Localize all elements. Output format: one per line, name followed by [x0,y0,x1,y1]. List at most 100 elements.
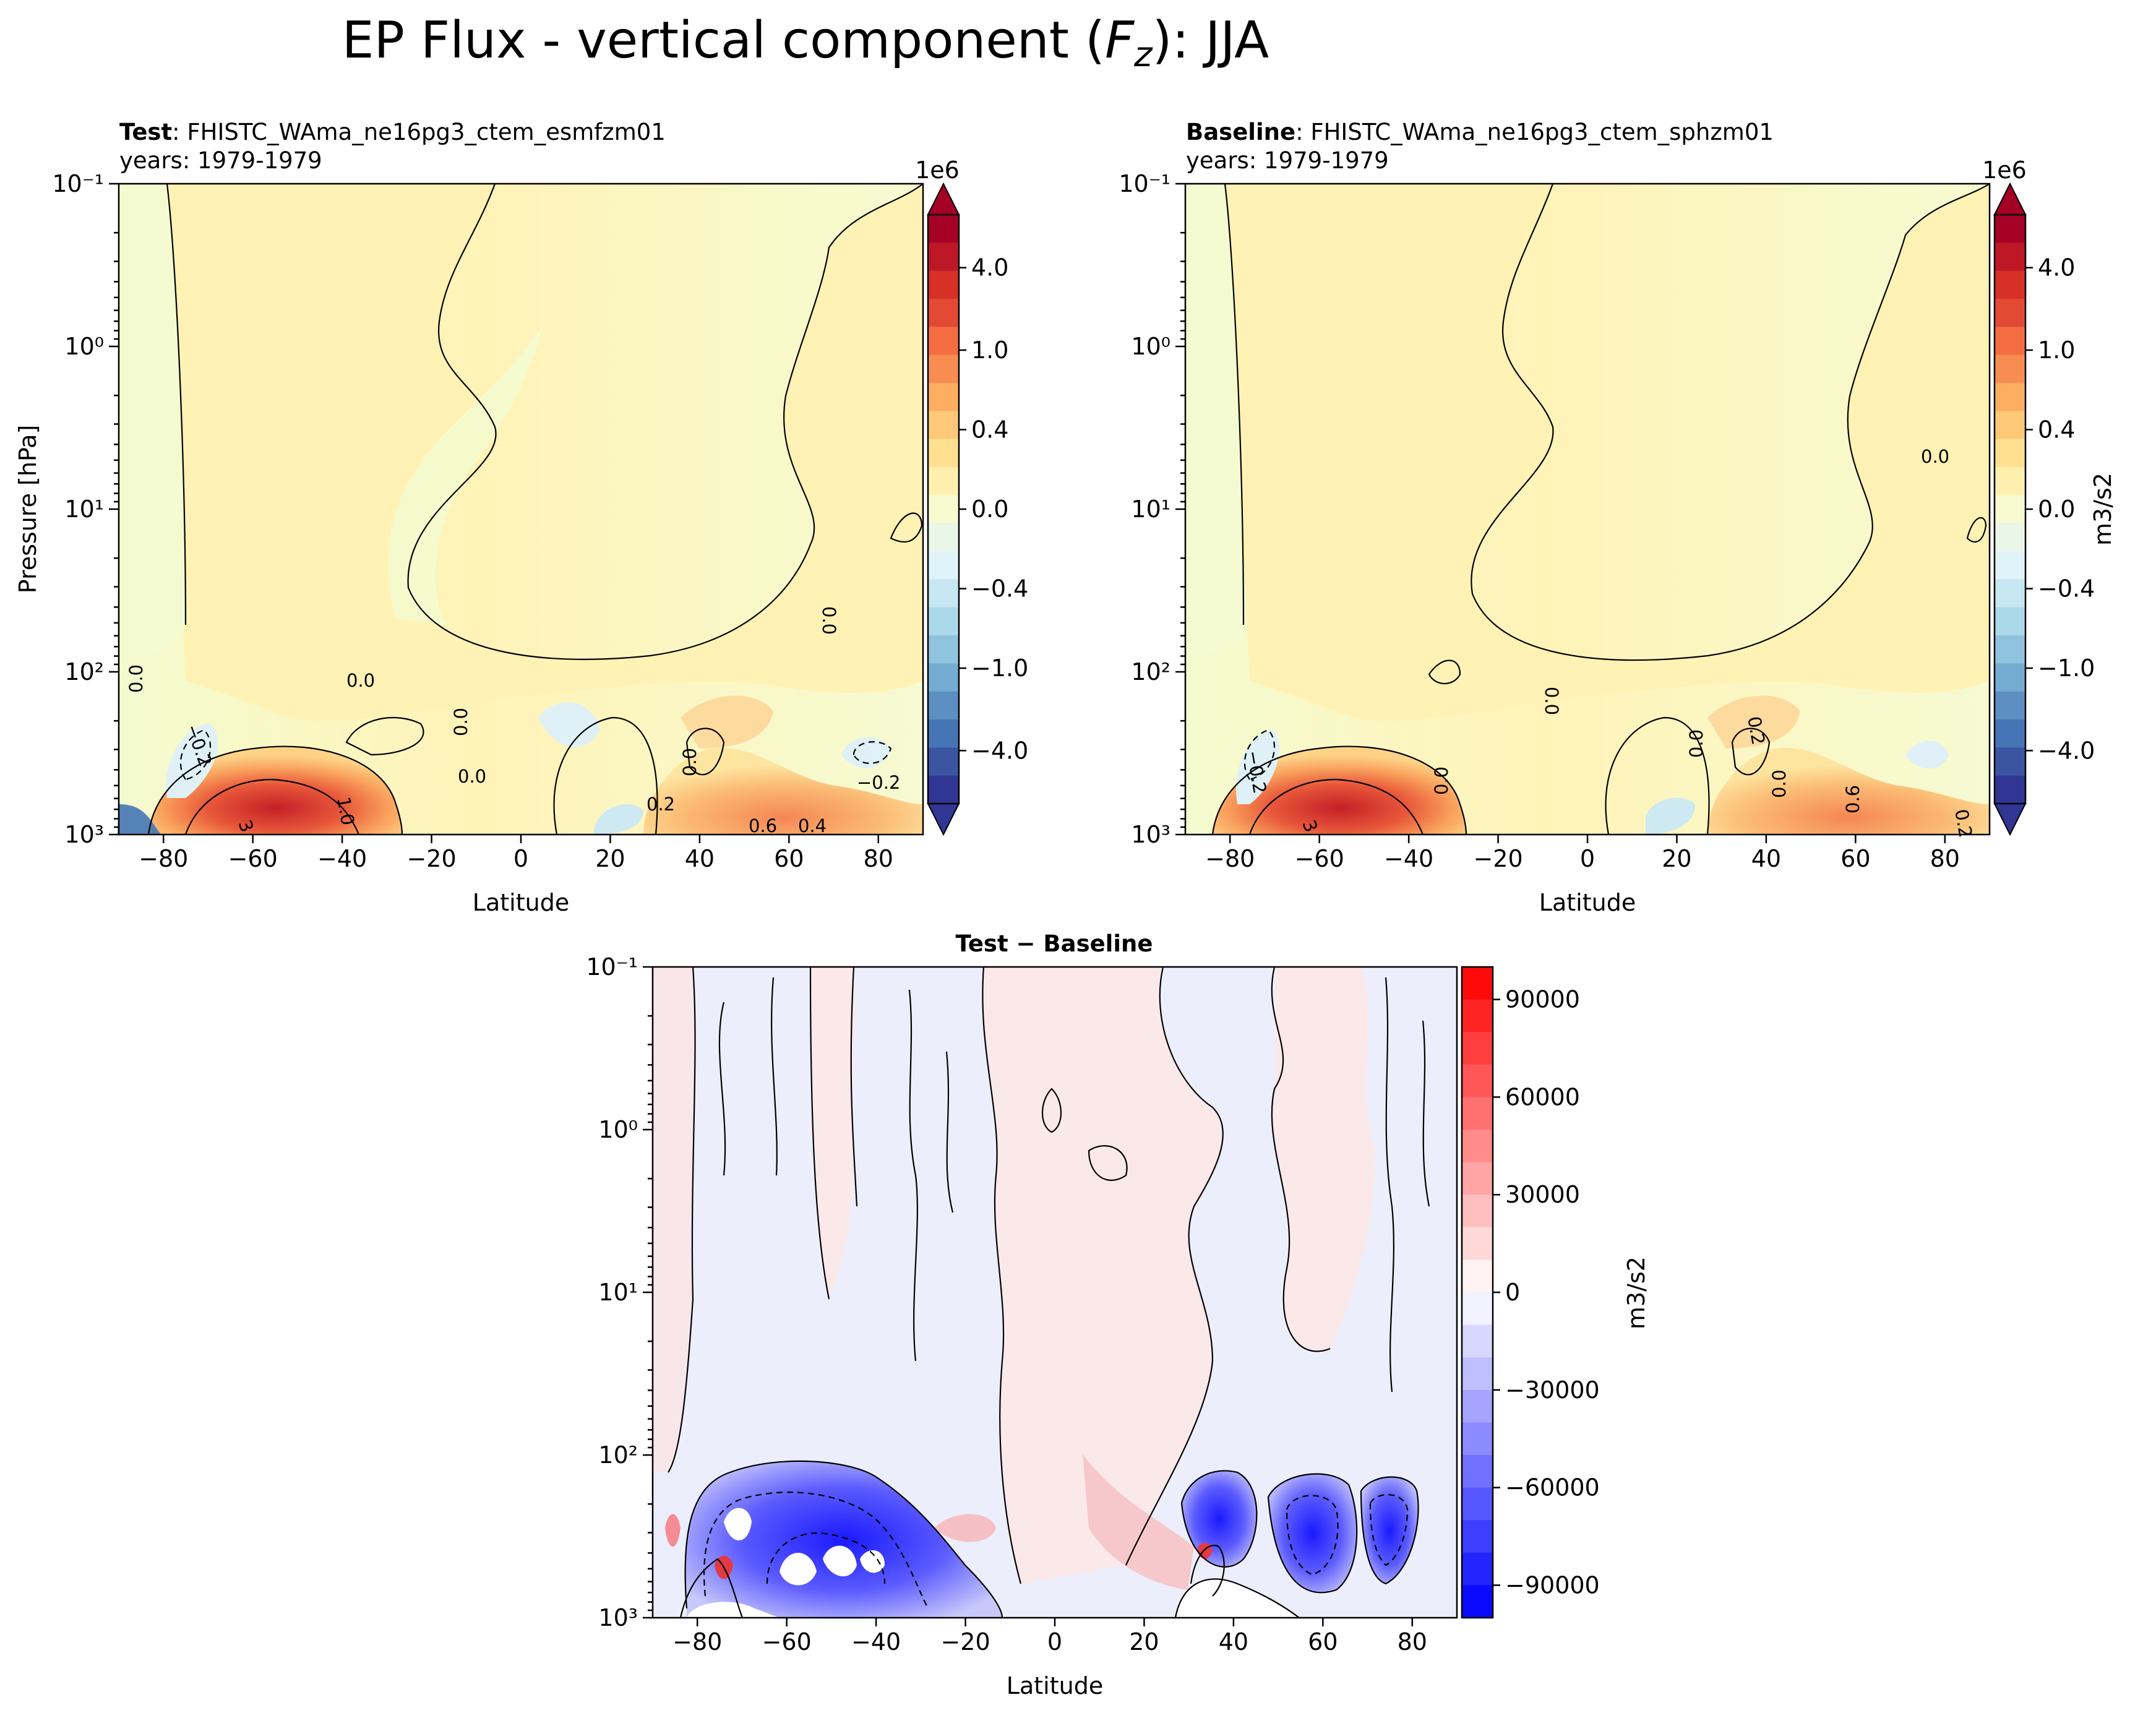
difference-xtick-label: 20 [1129,1628,1159,1655]
baseline-ytick-label: 10⁻¹ [1119,170,1170,197]
difference-xtick-label: −40 [851,1628,901,1655]
test-colorbar-segment [928,775,959,804]
test-colorbar-segment [928,523,959,552]
test-xtick-label: 40 [685,845,715,872]
contour-label: 0.0 [1541,687,1562,715]
test-colorbar-segment [928,411,959,440]
test-colorbar-label: 0.4 [971,416,1008,443]
baseline-panel-years: years: 1979-1979 [1186,147,1389,174]
test-colorbar-segment [928,354,959,384]
difference-colorbar-segment [1462,999,1493,1033]
baseline-colorbar-label: −4.0 [2038,737,2095,764]
difference-xtick-label: 60 [1308,1628,1338,1655]
difference-xtick-label: −60 [762,1628,812,1655]
baseline-colorbar-extend-top [1993,182,2027,215]
baseline-colorbar-segment [1995,607,2025,636]
difference-colorbar-label: 0 [1505,1279,1520,1306]
test-colorbar-segment [928,719,959,748]
test-colorbar-segment [928,270,959,299]
test-colorbar-label: −1.0 [971,655,1028,682]
test-colorbar-label: 1.0 [971,337,1008,364]
test-xtick-label: −40 [317,845,367,872]
baseline-xlabel: Latitude [1539,889,1636,916]
test-xtick-label: 80 [864,845,893,872]
baseline-colorbar-segment [1995,215,2025,243]
test-ytick-label: 10¹ [64,496,104,523]
baseline-xtick-label: −20 [1473,845,1523,872]
test-colorbar-segment [928,635,959,664]
baseline-field: 0.0 0.0 0.0 0.0 0.0 −0.2 0.2 3 0.6 0.2 [1185,183,1990,839]
difference-colorbar-label: 60000 [1505,1083,1580,1110]
figure-title: EP Flux - vertical component (Fz): JJA [342,11,1269,75]
baseline-colorbar-segment [1995,635,2025,664]
difference-colorbar-segment [1462,1227,1493,1260]
baseline-colorbar-label: 4.0 [2038,254,2075,281]
difference-colorbar-segment [1462,1195,1493,1228]
difference-colorbar-segment [1462,1487,1493,1521]
difference-colorbar-segment [1462,1130,1493,1163]
baseline-ytick-label: 10¹ [1131,496,1170,523]
difference-colorbar-segment [1462,1422,1493,1456]
contour-label: 0.6 [1842,785,1863,814]
baseline-ytick-label: 10³ [1131,821,1170,848]
baseline-xtick-label: 80 [1930,845,1960,872]
test-colorbar-segment [928,691,959,720]
test-xaxis: −80 −60 −40 −20 0 20 40 60 80 [139,835,893,872]
baseline-colorbar-segment [1995,551,2025,580]
difference-xtick-label: −80 [672,1628,722,1655]
baseline-colorbar-segment [1995,579,2025,608]
difference-xtick-label: 0 [1047,1628,1062,1655]
baseline-colorbar-segment [1995,439,2025,468]
baseline-panel: Baseline: FHISTC_WAma_ne16pg3_ctem_sphzm… [1119,119,2116,916]
test-colorbar-segment [928,747,959,776]
contour-label: 0.2 [646,794,675,815]
difference-ytick-label: 10¹ [598,1279,638,1306]
difference-xtick-label: 40 [1219,1628,1248,1655]
test-colorbar-segment [928,383,959,411]
difference-colorbar-segment [1462,1260,1493,1293]
baseline-xtick-label: 40 [1751,845,1781,872]
test-panel-years: years: 1979-1979 [119,147,322,174]
difference-yaxis: 10⁻¹ 10⁰ 10¹ 10² 10³ [586,953,653,1631]
baseline-colorbar-segment [1995,663,2025,692]
difference-colorbar-segment [1462,1064,1493,1097]
test-colorbar-segment [928,243,959,272]
baseline-colorbar-extend-bottom [1993,803,2027,836]
baseline-colorbar-segment [1995,467,2025,496]
baseline-colorbar-segment [1995,299,2025,327]
test-colorbar-segment [928,579,959,608]
test-xtick-label: −80 [139,845,188,872]
baseline-colorbar-segment [1995,354,2025,384]
difference-colorbar-segment [1462,1097,1493,1130]
difference-xtick-label: −20 [940,1628,990,1655]
contour-label: 0.0 [126,664,147,693]
baseline-colorbar-unit: m3/s2 [2089,473,2116,546]
test-xtick-label: 20 [595,845,625,872]
test-colorbar-segment [928,495,959,524]
baseline-colorbar-segment [1995,719,2025,748]
baseline-colorbar-label: 1.0 [2038,337,2075,364]
baseline-colorbar-label: −0.4 [2038,575,2095,603]
test-field: 0.0 0.0 0.0 0.0 0.0 0.0 −0.2 −0.2 0.2 1.… [118,183,924,836]
baseline-ytick-label: 10⁰ [1131,333,1170,360]
test-ytick-label: 10³ [64,821,104,848]
difference-colorbar-segment [1462,1324,1493,1358]
contour-label: 0.0 [458,766,486,787]
baseline-colorbar-segment [1995,383,2025,411]
contour-label: 0.0 [1431,766,1452,795]
test-colorbar-segment [928,467,959,496]
difference-colorbar-label: −60000 [1505,1474,1600,1501]
test-xtick-label: −20 [406,845,456,872]
contour-label: 0.0 [679,748,700,776]
difference-colorbar-segment [1462,1162,1493,1195]
test-colorbar-extend-top [927,182,960,215]
test-ytick-label: 10⁰ [64,333,104,360]
contour-label: −0.2 [857,772,900,793]
test-colorbar-label: 0.0 [971,496,1008,523]
baseline-xtick-label: 20 [1662,845,1691,872]
difference-ytick-label: 10² [598,1441,638,1469]
difference-colorbar-label: −30000 [1505,1376,1600,1404]
baseline-colorbar-label: −1.0 [2038,655,2095,682]
contour-label: 0.6 [749,815,777,836]
